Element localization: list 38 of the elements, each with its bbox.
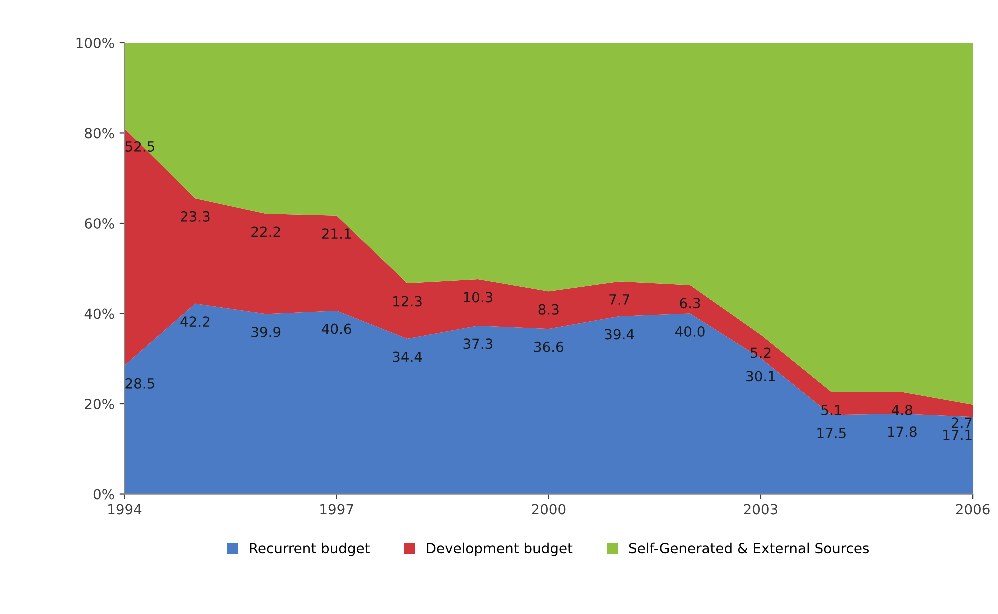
data-label: 30.1	[746, 371, 776, 382]
data-label: 22.2	[252, 226, 280, 238]
data-label: 37.3	[464, 338, 493, 350]
data-label: 34.4	[393, 352, 422, 362]
legend-label: Self-Generated & External Sources	[629, 542, 870, 554]
data-label: 17.1	[944, 430, 972, 440]
data-label: 36.6	[534, 342, 564, 352]
data-label: 8.3	[538, 304, 559, 315]
data-label: 17.8	[888, 426, 917, 438]
data-label: 2.7	[952, 418, 972, 428]
data-label: 21.1	[322, 228, 352, 239]
data-label: 39.9	[252, 326, 281, 338]
data-label: 42.2	[180, 316, 210, 327]
y-tick-label: 80%	[85, 128, 114, 139]
data-label: 39.4	[605, 329, 634, 340]
legend-label: Recurrent budget	[250, 542, 370, 556]
legend-label: Development budget	[427, 542, 573, 556]
y-tick-label: 100%	[76, 38, 114, 48]
y-tick-label: 40%	[84, 308, 114, 320]
y-tick-label: 60%	[85, 218, 114, 229]
data-label: 12.3	[394, 296, 422, 307]
data-label: 10.3	[464, 292, 493, 303]
data-label: 28.5	[126, 378, 154, 389]
y-tick-label: 20%	[85, 398, 114, 410]
x-tick-label: 2006	[956, 504, 990, 515]
data-label: 4.8	[892, 405, 912, 416]
data-label: 7.7	[610, 294, 630, 305]
x-tick-label: 2000	[532, 504, 566, 515]
data-label: 40.6	[322, 324, 352, 334]
x-tick-label: 1994	[108, 504, 142, 515]
data-label: 23.3	[180, 211, 210, 222]
data-label: 6.3	[680, 298, 700, 309]
data-label: 5.2	[751, 348, 771, 358]
x-tick-label: 2003	[744, 504, 778, 515]
x-tick-label: 1997	[320, 504, 354, 515]
data-label: 17.5	[818, 428, 846, 439]
data-label: 40.0	[676, 326, 705, 338]
y-tick-label: 0%	[94, 489, 114, 500]
